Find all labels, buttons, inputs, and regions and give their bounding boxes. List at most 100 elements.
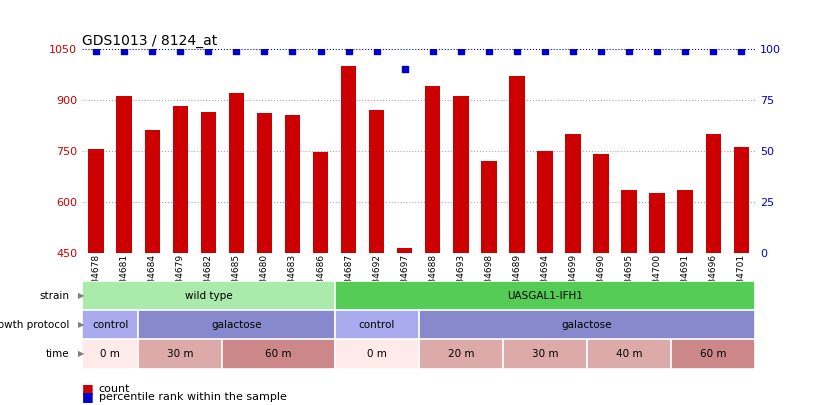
Text: 60 m: 60 m	[700, 349, 727, 359]
Point	[89, 47, 103, 54]
Bar	[594, 154, 608, 253]
Text: galactose: galactose	[211, 320, 262, 330]
Bar	[335, 281, 755, 310]
Text: GSM34681: GSM34681	[120, 254, 129, 303]
Bar	[419, 310, 755, 339]
Bar	[313, 152, 328, 253]
Point	[707, 47, 720, 54]
Text: UASGAL1-IFH1: UASGAL1-IFH1	[507, 291, 583, 301]
Text: GSM34682: GSM34682	[204, 254, 213, 303]
Text: GSM34685: GSM34685	[232, 254, 241, 303]
Bar	[82, 339, 138, 369]
Text: GSM34684: GSM34684	[148, 254, 157, 303]
Bar	[677, 190, 693, 253]
Text: GSM34680: GSM34680	[260, 254, 269, 303]
Bar	[649, 193, 665, 253]
Bar	[509, 76, 525, 253]
Text: 30 m: 30 m	[532, 349, 558, 359]
Text: 0 m: 0 m	[100, 349, 120, 359]
Bar	[672, 339, 755, 369]
Bar	[117, 96, 132, 253]
Text: GSM34697: GSM34697	[400, 254, 409, 303]
Point	[145, 47, 158, 54]
Text: GSM34683: GSM34683	[288, 254, 297, 303]
Bar	[705, 134, 721, 253]
Point	[650, 47, 663, 54]
Text: GSM34694: GSM34694	[540, 254, 549, 303]
Text: GSM34692: GSM34692	[372, 254, 381, 303]
Bar	[200, 111, 216, 253]
Text: GSM34698: GSM34698	[484, 254, 493, 303]
Bar	[621, 190, 637, 253]
Text: GSM34687: GSM34687	[344, 254, 353, 303]
Bar	[502, 339, 587, 369]
Text: ▶: ▶	[78, 320, 85, 329]
Text: count: count	[99, 384, 130, 394]
Bar	[566, 134, 580, 253]
Text: GSM34699: GSM34699	[568, 254, 577, 303]
Point	[202, 47, 215, 54]
Text: GSM34679: GSM34679	[176, 254, 185, 303]
Point	[258, 47, 271, 54]
Point	[566, 47, 580, 54]
Text: wild type: wild type	[185, 291, 232, 301]
Bar	[89, 149, 103, 253]
Text: 60 m: 60 m	[265, 349, 291, 359]
Text: GSM34700: GSM34700	[653, 254, 662, 303]
Text: GDS1013 / 8124_at: GDS1013 / 8124_at	[82, 34, 218, 47]
Bar	[82, 310, 138, 339]
Text: time: time	[46, 349, 70, 359]
Point	[511, 47, 524, 54]
Point	[454, 47, 467, 54]
Point	[230, 47, 243, 54]
Point	[426, 47, 439, 54]
Text: GSM34701: GSM34701	[736, 254, 745, 303]
Bar	[138, 310, 335, 339]
Text: 0 m: 0 m	[367, 349, 387, 359]
Point	[594, 47, 608, 54]
Point	[342, 47, 355, 54]
Bar	[138, 339, 222, 369]
Text: GSM34691: GSM34691	[681, 254, 690, 303]
Point	[174, 47, 187, 54]
Bar	[229, 93, 244, 253]
Text: GSM34686: GSM34686	[316, 254, 325, 303]
Text: GSM34695: GSM34695	[625, 254, 634, 303]
Point	[314, 47, 327, 54]
Text: 30 m: 30 m	[167, 349, 194, 359]
Bar	[257, 113, 272, 253]
Bar	[419, 339, 502, 369]
Bar	[397, 247, 412, 253]
Text: GSM34690: GSM34690	[597, 254, 606, 303]
Text: ■: ■	[82, 390, 94, 403]
Text: ■: ■	[82, 382, 94, 395]
Bar	[335, 339, 419, 369]
Point	[482, 47, 495, 54]
Point	[539, 47, 552, 54]
Bar	[82, 281, 335, 310]
Point	[370, 47, 383, 54]
Text: percentile rank within the sample: percentile rank within the sample	[99, 392, 287, 402]
Bar	[453, 96, 469, 253]
Text: control: control	[92, 320, 128, 330]
Text: GSM34696: GSM34696	[709, 254, 718, 303]
Text: strain: strain	[39, 291, 70, 301]
Bar	[481, 161, 497, 253]
Point	[398, 66, 411, 72]
Text: control: control	[359, 320, 395, 330]
Text: ▶: ▶	[78, 291, 85, 300]
Point	[622, 47, 635, 54]
Point	[735, 47, 748, 54]
Text: ▶: ▶	[78, 350, 85, 358]
Text: galactose: galactose	[562, 320, 612, 330]
Text: GSM34678: GSM34678	[92, 254, 101, 303]
Text: GSM34689: GSM34689	[512, 254, 521, 303]
Text: GSM34693: GSM34693	[456, 254, 466, 303]
Bar	[537, 151, 553, 253]
Bar	[335, 310, 419, 339]
Bar	[587, 339, 672, 369]
Bar	[144, 130, 160, 253]
Bar	[425, 86, 440, 253]
Bar	[285, 115, 300, 253]
Bar	[222, 339, 335, 369]
